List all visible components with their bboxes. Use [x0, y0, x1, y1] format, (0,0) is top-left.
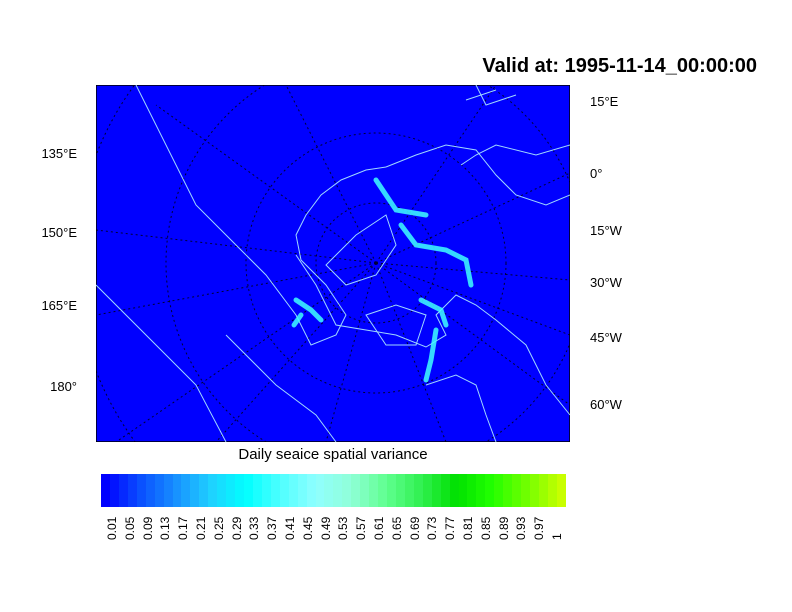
colorbar-box	[261, 474, 271, 507]
colorbar-box	[547, 474, 557, 507]
colorbar-label: 0.77	[443, 516, 458, 540]
colorbar-label: 0.13	[158, 516, 173, 540]
lon-label-left: 165°E	[41, 298, 77, 313]
colorbar-box	[431, 474, 441, 507]
colorbar-box	[163, 474, 173, 507]
plot-title: Valid at: 1995-11-14_00:00:00	[482, 55, 757, 77]
colorbar-label: 0.29	[229, 516, 244, 540]
colorbar-box	[109, 474, 119, 507]
colorbar-box	[172, 474, 182, 507]
colorbar-box	[440, 474, 450, 507]
map-background	[96, 85, 570, 442]
colorbar-label: 0.65	[389, 516, 404, 540]
colorbar-box	[217, 474, 227, 507]
colorbar-box	[494, 474, 504, 507]
colorbar-label: 0.53	[336, 516, 351, 540]
colorbar-label: 0.49	[318, 516, 333, 540]
colorbar-label: 0.33	[247, 516, 262, 540]
lon-label-left: 135°E	[41, 146, 77, 161]
colorbar-box	[297, 474, 307, 507]
colorbar-box	[288, 474, 298, 507]
colorbar-box	[118, 474, 128, 507]
colorbar-box	[306, 474, 316, 507]
lon-label-right: 15°W	[590, 223, 622, 238]
lon-label-right: 30°W	[590, 275, 622, 290]
colorbar-box	[190, 474, 200, 507]
colorbar-box	[467, 474, 477, 507]
colorbar-label: 0.01	[105, 516, 119, 540]
colorbar-label: 0.85	[478, 516, 493, 540]
coastlines	[96, 85, 570, 442]
colorbar-label: 0.21	[194, 516, 208, 540]
colorbar	[101, 474, 566, 507]
colorbar-label: 0.81	[461, 516, 475, 540]
colorbar-label: 0.09	[140, 516, 155, 540]
colorbar-label: 1	[550, 533, 564, 540]
colorbar-label: 0.61	[372, 516, 386, 540]
colorbar-box	[413, 474, 423, 507]
colorbar-box	[449, 474, 459, 507]
seaice-variance-field	[291, 177, 474, 383]
colorbar-label: 0.45	[300, 516, 315, 540]
colorbar-label: 0.97	[532, 516, 547, 540]
colorbar-box	[252, 474, 262, 507]
colorbar-box	[181, 474, 191, 507]
colorbar-label: 0.73	[425, 516, 440, 540]
colorbar-label: 0.69	[407, 516, 422, 540]
lon-label-right: 60°W	[590, 397, 622, 412]
colorbar-box	[244, 474, 253, 507]
colorbar-box	[136, 474, 146, 507]
colorbar-label: 0.17	[176, 516, 191, 540]
colorbar-box	[404, 474, 414, 507]
lon-label-right: 45°W	[590, 330, 622, 345]
colorbar-box	[458, 474, 468, 507]
colorbar-label: 0.57	[354, 516, 369, 540]
colorbar-box	[145, 474, 155, 507]
colorbar-box	[387, 474, 396, 507]
colorbar-box	[378, 474, 387, 507]
colorbar-box	[324, 474, 334, 507]
colorbar-box	[270, 474, 280, 507]
colorbar-box	[538, 474, 548, 507]
colorbar-box	[369, 474, 379, 507]
colorbar-box	[226, 474, 236, 507]
graticule	[96, 85, 570, 442]
colorbar-box	[279, 474, 289, 507]
colorbar-title: Daily seaice spatial variance	[238, 446, 428, 463]
colorbar-label: 0.89	[496, 516, 511, 540]
colorbar-box	[556, 474, 566, 507]
lon-label-left: 150°E	[41, 225, 77, 240]
colorbar-label: 0.05	[122, 516, 137, 540]
colorbar-box	[208, 474, 218, 507]
colorbar-box	[333, 474, 343, 507]
colorbar-label: 0.37	[265, 516, 280, 540]
colorbar-box	[127, 474, 137, 507]
colorbar-label: 0.93	[514, 516, 529, 540]
colorbar-label: 0.25	[211, 516, 226, 540]
colorbar-box	[530, 474, 539, 507]
colorbar-box	[315, 474, 325, 507]
colorbar-box	[476, 474, 486, 507]
colorbar-box	[395, 474, 405, 507]
colorbar-box	[235, 474, 244, 507]
colorbar-box	[521, 474, 530, 507]
colorbar-box	[360, 474, 370, 507]
colorbar-box	[503, 474, 513, 507]
colorbar-box	[512, 474, 522, 507]
lon-label-left: 180°	[50, 379, 77, 394]
polar-map	[96, 85, 570, 442]
colorbar-label: 0.41	[283, 516, 297, 540]
lon-label-right: 15°E	[590, 94, 619, 109]
colorbar-box	[199, 474, 209, 507]
lon-label-right: 0°	[590, 166, 603, 181]
colorbar-box	[422, 474, 432, 507]
colorbar-box	[351, 474, 361, 507]
colorbar-box	[101, 474, 110, 507]
colorbar-box	[342, 474, 352, 507]
colorbar-box	[154, 474, 164, 507]
colorbar-box	[485, 474, 495, 507]
